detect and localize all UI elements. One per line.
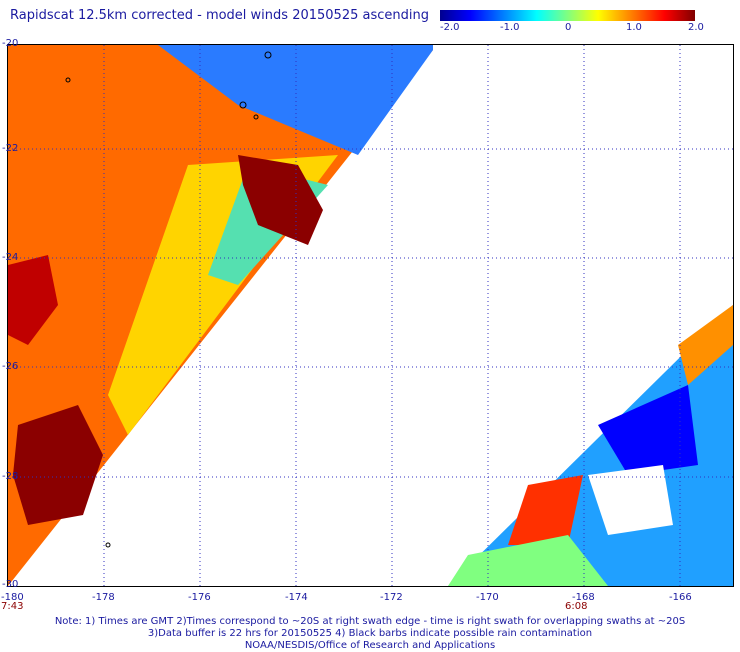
- footnote-line-2: 3)Data buffer is 22 hrs for 20150525 4) …: [147, 628, 593, 639]
- x-tick-label: -178: [92, 592, 115, 603]
- y-tick-label: -22: [2, 143, 19, 154]
- right-swath-blue-core: [598, 385, 698, 475]
- right-swath-red-region: [508, 475, 583, 545]
- right-swath-gap: [588, 465, 673, 535]
- colorbar-tick: 1.0: [626, 22, 642, 33]
- colorbar-tick: 0: [565, 22, 572, 33]
- x-tick-label: -174: [285, 592, 308, 603]
- footnote-line-3: NOAA/NESDIS/Office of Research and Appli…: [244, 640, 496, 651]
- southwest-dark-red: [13, 405, 103, 525]
- y-tick-label: -24: [2, 252, 19, 263]
- west-red-patch: [8, 255, 58, 345]
- x-tick-label: -176: [188, 592, 211, 603]
- x-tick-label: -168: [572, 592, 595, 603]
- north-blue-region: [158, 45, 433, 155]
- y-tick-label: -20: [2, 38, 19, 49]
- time-label-left: 7:43: [1, 601, 24, 612]
- time-label-right: 6:08: [565, 601, 588, 612]
- wind-swath-map: [8, 45, 733, 586]
- x-tick-label: -170: [476, 592, 499, 603]
- x-tick-label: -180: [1, 592, 24, 603]
- colorbar: [440, 10, 695, 21]
- colorbar-tick: -1.0: [500, 22, 520, 33]
- island-outlines: [65, 51, 272, 548]
- graticule: [8, 45, 733, 586]
- dark-red-blob: [238, 155, 323, 245]
- colorbar-tick: 2.0: [688, 22, 704, 33]
- right-swath-orange-edge: [678, 305, 733, 385]
- colorbar-tick: -2.0: [440, 22, 460, 33]
- x-tick-label: -172: [380, 592, 403, 603]
- y-tick-label: -28: [2, 471, 19, 482]
- map-title: Rapidscat 12.5km corrected - model winds…: [10, 8, 429, 23]
- footnote-line-1: Note: 1) Times are GMT 2)Times correspon…: [54, 616, 686, 627]
- x-tick-label: -166: [669, 592, 692, 603]
- y-tick-label: -26: [2, 361, 19, 372]
- left-swath: [8, 45, 433, 586]
- map-plot-area: [7, 44, 734, 587]
- y-tick-label: -30: [2, 579, 19, 590]
